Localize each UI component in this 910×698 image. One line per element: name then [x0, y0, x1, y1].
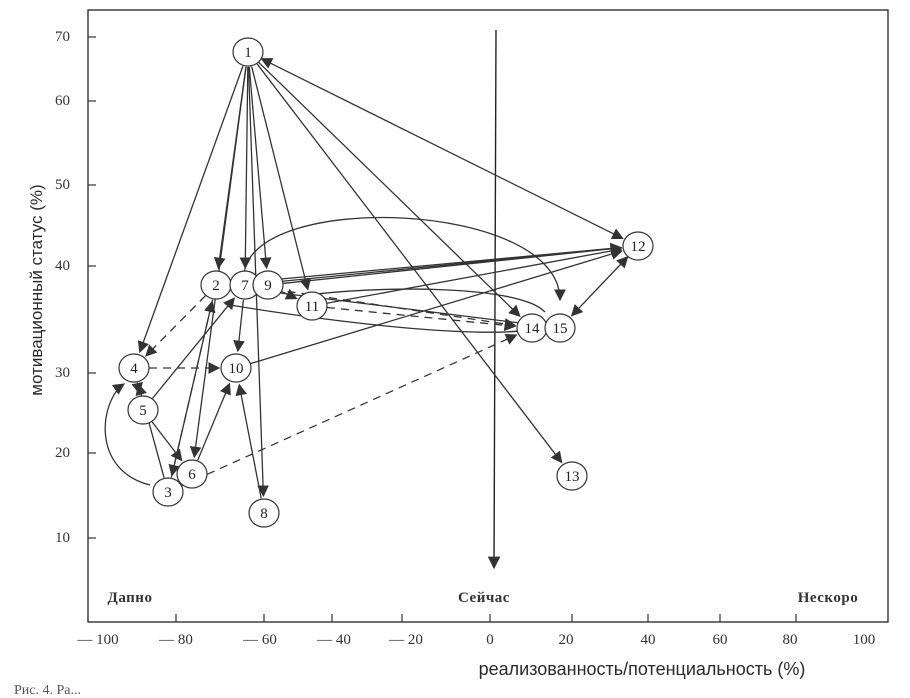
x-tick-label: — 20	[388, 632, 423, 648]
edge-12-to-15	[570, 256, 629, 317]
node-label: 1	[244, 45, 252, 61]
node-3: 3	[152, 477, 184, 507]
y-tick-label: 70	[55, 29, 70, 45]
zone-label-now: Сейчас	[458, 590, 510, 606]
node-circle	[252, 270, 284, 300]
arc-connection	[299, 288, 546, 313]
edge-1-to-2	[213, 66, 247, 270]
edge-4-to-5	[131, 381, 143, 395]
node-6: 6	[176, 459, 208, 489]
arc-connection	[229, 304, 559, 333]
y-axis-ticks: 70 60 50 40 30 20 10	[55, 29, 96, 546]
edge-1-to-12	[260, 58, 624, 240]
arc-connection	[243, 216, 566, 302]
arc-connection	[104, 383, 151, 486]
node-8: 8	[248, 498, 280, 528]
edge-10-to-12	[250, 248, 623, 365]
edge-7-to-14	[259, 286, 517, 330]
x-tick-label: — 80	[158, 632, 193, 648]
y-tick-label: 10	[55, 530, 70, 546]
node-5: 5	[127, 395, 159, 425]
node-label: 14	[525, 321, 541, 337]
node-1: 1	[232, 37, 264, 67]
node-label: 4	[130, 361, 138, 377]
zone-label-future: Нескоро	[798, 590, 858, 606]
edge-5-to-6	[151, 421, 183, 462]
node-7: 7	[229, 270, 261, 300]
y-tick-label: 20	[55, 445, 70, 461]
node-label: 6	[188, 467, 196, 483]
x-axis-ticks: — 100 — 80 — 60 — 40 — 20 0 20 40 60 80 …	[76, 614, 875, 648]
node-circle	[152, 477, 184, 507]
x-tick-label: 60	[713, 632, 728, 648]
node-label: 10	[229, 361, 244, 377]
edge-8-to-10	[235, 383, 262, 499]
x-tick-label: 0	[486, 632, 494, 648]
y-axis-label: мотивационный статус (%)	[27, 184, 46, 395]
now-vertical-axis	[487, 29, 501, 570]
node-label: 12	[631, 239, 646, 255]
node-label: 13	[565, 469, 580, 485]
node-label: 2	[212, 278, 220, 294]
node-circle	[544, 313, 576, 343]
node-circle	[622, 231, 654, 261]
edge-1-to-11	[251, 66, 311, 291]
node-circle	[127, 395, 159, 425]
edge-6-to-10	[197, 382, 231, 461]
x-tick-label: 20	[559, 632, 574, 648]
node-2: 2	[200, 270, 232, 300]
edge-9-to-11	[281, 288, 298, 300]
node-13: 13	[556, 461, 588, 491]
node-label: 7	[241, 278, 249, 294]
node-label: 9	[264, 278, 272, 294]
node-label: 3	[164, 485, 172, 501]
node-10: 10	[220, 353, 252, 383]
y-tick-label: 30	[55, 365, 70, 381]
edges-layer	[131, 58, 629, 499]
edge-1-to-13	[256, 63, 563, 464]
node-circle	[118, 353, 150, 383]
node-label: 8	[260, 506, 268, 522]
node-circle	[556, 461, 588, 491]
plot-frame	[87, 9, 889, 623]
x-tick-label: — 60	[242, 632, 277, 648]
x-tick-label: — 40	[316, 632, 351, 648]
x-tick-label: 80	[783, 632, 798, 648]
node-11: 11	[296, 291, 328, 321]
zone-label-past: Дапно	[108, 590, 153, 606]
edge-1-to-7	[239, 66, 252, 270]
figure-caption: Рис. 4. Ра...	[14, 683, 81, 698]
x-tick-label: 100	[853, 632, 876, 648]
edge-1-to-4	[137, 65, 244, 354]
edge-2-to-4	[145, 295, 206, 357]
y-tick-label: 40	[55, 258, 70, 274]
y-tick-label: 60	[55, 93, 70, 109]
edge-2-to-3	[168, 299, 214, 477]
y-tick-label: 50	[55, 177, 70, 193]
node-circle	[176, 459, 208, 489]
node-4: 4	[118, 353, 150, 383]
edge-5-to-7	[151, 297, 235, 399]
node-circle	[220, 353, 252, 383]
edge-3-to-14	[181, 333, 518, 487]
node-12: 12	[622, 231, 654, 261]
edge-11-to-14	[326, 306, 517, 332]
edge-9-to-12	[282, 243, 623, 285]
node-circle	[296, 291, 328, 321]
edge-7-to-10	[233, 299, 245, 353]
edge-1-to-14	[258, 61, 521, 317]
node-15: 15	[544, 313, 576, 343]
node-label: 5	[139, 403, 147, 419]
node-label: 15	[553, 321, 568, 337]
node-label: 11	[305, 299, 319, 315]
node-circle	[232, 37, 264, 67]
x-tick-label: 40	[641, 632, 656, 648]
x-tick-label: — 100	[76, 632, 118, 648]
node-9: 9	[252, 270, 284, 300]
node-14: 14	[516, 313, 548, 343]
x-axis-label: реализованность/потенциальность (%)	[479, 659, 806, 679]
node-circle	[248, 498, 280, 528]
